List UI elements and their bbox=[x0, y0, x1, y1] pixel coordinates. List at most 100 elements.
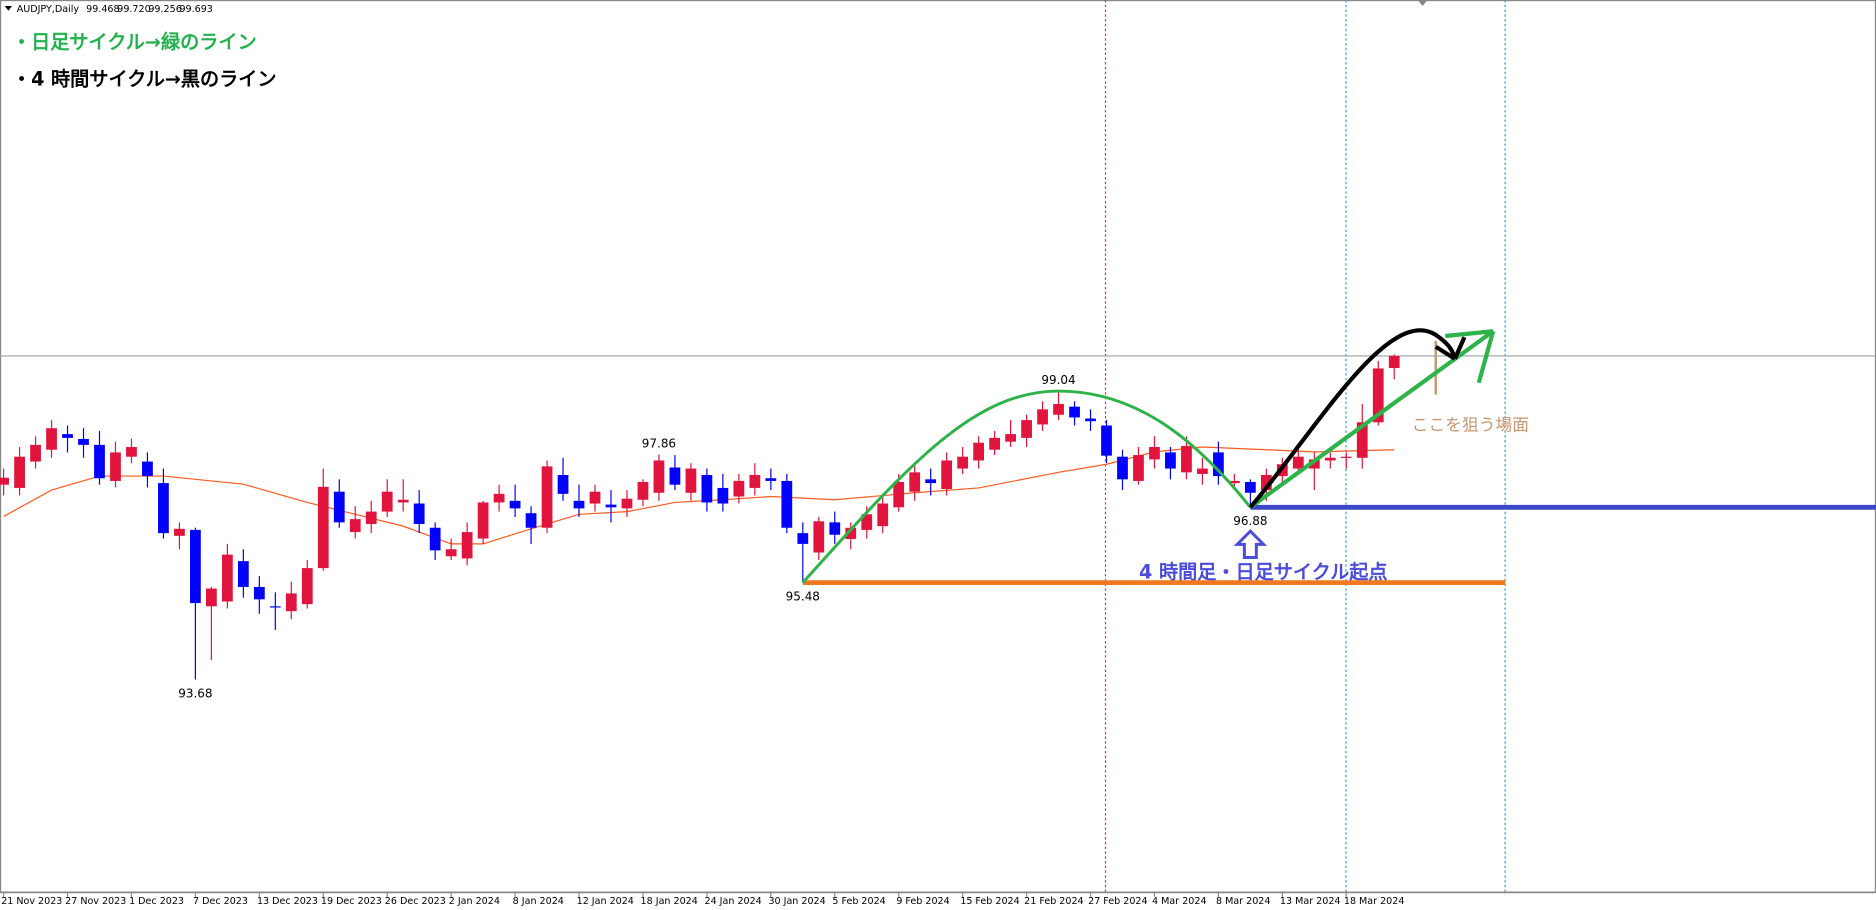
candle-body bbox=[1117, 456, 1128, 480]
candle-body bbox=[861, 514, 873, 530]
candle-body bbox=[1085, 418, 1096, 422]
x-tick-label: 5 Feb 2024 bbox=[832, 896, 885, 907]
candle-body bbox=[30, 444, 41, 462]
candle-body bbox=[1292, 456, 1304, 469]
candle-body bbox=[845, 527, 857, 540]
candle-body bbox=[206, 588, 217, 607]
x-tick-label: 1 Dec 2023 bbox=[129, 896, 184, 907]
candle-body bbox=[1181, 445, 1192, 473]
candle-body bbox=[429, 527, 441, 551]
candle-body bbox=[829, 522, 841, 535]
candle-body bbox=[381, 491, 393, 512]
candle-body bbox=[893, 482, 905, 508]
target-text: ここを狙う場面 bbox=[1412, 415, 1529, 435]
candle-body bbox=[62, 434, 73, 438]
candle-body bbox=[221, 554, 233, 602]
candle-body bbox=[525, 513, 537, 528]
candle-body bbox=[621, 498, 633, 509]
x-tick-label: 24 Jan 2024 bbox=[705, 896, 762, 907]
candle-body bbox=[797, 533, 809, 544]
cycle-curve bbox=[801, 389, 1252, 584]
candle-body bbox=[253, 586, 265, 600]
candle-body bbox=[1324, 457, 1336, 461]
quote: 99.468 bbox=[86, 4, 119, 15]
candle-body bbox=[717, 487, 729, 504]
candle-body bbox=[158, 483, 169, 534]
candle-body bbox=[1149, 447, 1160, 460]
candle-body bbox=[765, 478, 777, 481]
x-tick-label: 13 Dec 2023 bbox=[257, 896, 318, 907]
candle-body bbox=[14, 456, 25, 488]
candle-body bbox=[1244, 482, 1256, 493]
candle-body bbox=[1356, 422, 1368, 458]
candle-body bbox=[781, 480, 793, 528]
price-label: 99.04 bbox=[1041, 373, 1075, 387]
candle-body bbox=[1197, 468, 1208, 474]
candle-body bbox=[397, 499, 409, 503]
candle-body bbox=[1133, 455, 1144, 481]
origin-text: 4 時間足・日足サイクル起点 bbox=[1139, 560, 1388, 583]
candle-body bbox=[557, 475, 569, 494]
candle-body bbox=[174, 528, 185, 536]
candle-body bbox=[973, 442, 985, 461]
candle-body bbox=[733, 480, 745, 497]
price-label: 93.68 bbox=[178, 686, 212, 700]
quote: 99.256 bbox=[148, 4, 181, 15]
candle-body bbox=[1165, 452, 1176, 469]
candle-body bbox=[190, 529, 201, 604]
candle-body bbox=[333, 491, 345, 523]
x-tick-label: 2 Jan 2024 bbox=[449, 896, 500, 907]
candle-body bbox=[1213, 452, 1224, 477]
candle-body bbox=[669, 467, 681, 485]
candle-body bbox=[1372, 368, 1384, 423]
candle-body bbox=[1308, 459, 1320, 469]
x-tick-label: 7 Dec 2023 bbox=[193, 896, 248, 907]
candle-body bbox=[1037, 409, 1048, 425]
candle-body bbox=[126, 447, 137, 457]
symbol: AUDJPY,Daily bbox=[17, 4, 80, 15]
price-label: 95.48 bbox=[786, 589, 820, 603]
note: ・日足サイクル→緑のライン bbox=[12, 31, 257, 54]
x-tick-label: 9 Feb 2024 bbox=[896, 896, 949, 907]
candle-body bbox=[1228, 480, 1240, 484]
candle-body bbox=[413, 503, 425, 524]
candle-body bbox=[78, 438, 89, 445]
candle-body bbox=[285, 593, 297, 612]
x-tick-label: 19 Dec 2023 bbox=[321, 896, 382, 907]
candle-body bbox=[989, 437, 1000, 450]
candle-body bbox=[541, 466, 553, 528]
candle-body bbox=[909, 472, 921, 492]
candle-body bbox=[1388, 355, 1400, 369]
candle-body bbox=[365, 511, 377, 524]
candle-body bbox=[46, 428, 57, 450]
candle-body bbox=[1005, 434, 1016, 442]
candle-body bbox=[509, 500, 521, 509]
candle-body bbox=[445, 549, 457, 557]
menu-icon[interactable] bbox=[4, 5, 12, 11]
x-tick-label: 21 Feb 2024 bbox=[1024, 896, 1083, 907]
candle-body bbox=[1021, 420, 1032, 438]
x-tick-label: 18 Jan 2024 bbox=[641, 896, 698, 907]
x-tick-label: 26 Dec 2023 bbox=[385, 896, 446, 907]
candle-body bbox=[142, 461, 153, 477]
price-label: 97.86 bbox=[642, 436, 676, 450]
candle-body bbox=[573, 500, 585, 509]
moving-average bbox=[3, 446, 1395, 545]
x-tick-label: 8 Jan 2024 bbox=[513, 896, 564, 907]
projection-arrow bbox=[1249, 329, 1496, 509]
x-tick-label: 12 Jan 2024 bbox=[577, 896, 634, 907]
candle-body bbox=[269, 606, 281, 608]
x-tick-label: 13 Mar 2024 bbox=[1280, 896, 1341, 907]
x-tick-label: 27 Feb 2024 bbox=[1088, 896, 1147, 907]
x-tick-label: 15 Feb 2024 bbox=[960, 896, 1019, 907]
candle-body bbox=[813, 521, 825, 553]
quote: 99.720 bbox=[117, 4, 150, 15]
candle-body bbox=[301, 568, 313, 605]
candle-body bbox=[0, 477, 9, 485]
candle-body bbox=[237, 561, 249, 587]
candle-body bbox=[349, 519, 361, 533]
candle-body bbox=[877, 503, 889, 527]
note: ・4 時間サイクル→黒のライン bbox=[12, 68, 277, 91]
